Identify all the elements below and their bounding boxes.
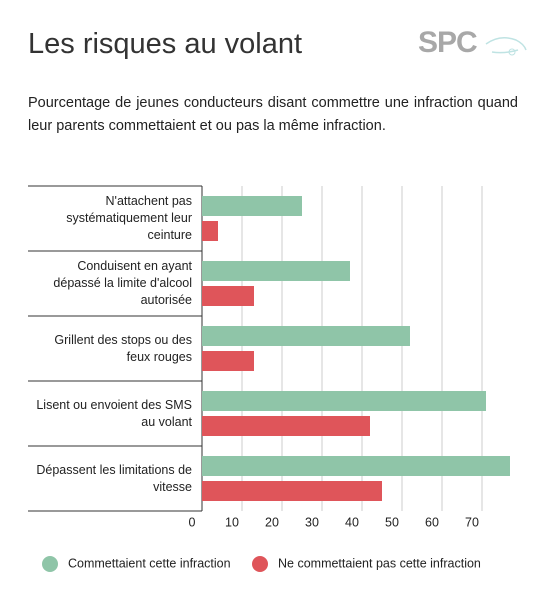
legend-label: Ne commettaient pas cette infraction <box>278 556 481 570</box>
legend-label: Commettaient cette infraction <box>68 556 231 570</box>
bar <box>202 481 382 501</box>
y-tick-label: N'attachent pas systématiquement leur ce… <box>66 194 192 242</box>
x-tick-label: 50 <box>385 515 399 529</box>
x-tick-label: 60 <box>425 515 439 529</box>
x-tick-label: 0 <box>189 515 196 529</box>
chart-subtitle: Pourcentage de jeunes conducteurs disant… <box>28 95 518 134</box>
bar <box>202 286 254 306</box>
bar <box>202 391 486 411</box>
bar <box>202 326 410 346</box>
y-tick-label: Grillent des stops ou des feux rouges <box>54 332 192 364</box>
x-tick-label: 20 <box>265 515 279 529</box>
legend-marker <box>42 556 58 572</box>
bar <box>202 351 254 371</box>
y-tick-label: Dépassent les limitations de vitesse <box>36 462 192 494</box>
legend-marker <box>252 556 268 572</box>
bar <box>202 261 350 281</box>
logo: SPC <box>418 26 478 59</box>
chart-title: Les risques au volant <box>28 28 303 60</box>
y-tick-label: Lisent ou envoient des SMS au volant <box>36 397 192 429</box>
bar <box>202 416 370 436</box>
x-tick-label: 40 <box>345 515 359 529</box>
x-tick-label: 10 <box>225 515 239 529</box>
y-tick-label: Conduisent en ayant dépassé la limite d'… <box>53 259 192 307</box>
x-tick-label: 30 <box>305 515 319 529</box>
bar <box>202 196 302 216</box>
x-tick-label: 70 <box>465 515 479 529</box>
bar <box>202 221 218 241</box>
logo-swoosh <box>485 37 527 54</box>
logo-wheel <box>508 48 516 56</box>
bar <box>202 456 510 476</box>
